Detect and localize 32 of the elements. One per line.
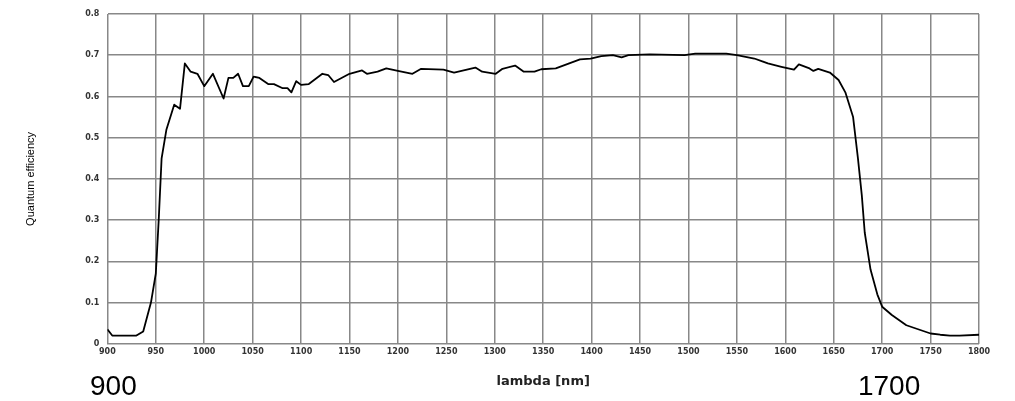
y-tick-label: 0.3	[85, 215, 100, 225]
x-tick-label: 1750	[919, 346, 943, 356]
text: 900	[90, 369, 137, 401]
x-tick-label: 1700	[871, 346, 894, 356]
x-tick-label: 900	[99, 346, 117, 356]
y-tick-label: 0.5	[85, 132, 100, 142]
x-tick-label: 1800	[967, 346, 991, 356]
x-tick-label: 1000	[193, 346, 216, 356]
y-tick-label: 0.4	[85, 173, 100, 183]
x-tick-label: 1400	[580, 346, 604, 356]
x-tick-label: 950	[147, 346, 165, 356]
x-tick-label: 1650	[822, 346, 846, 356]
x-tick-label: 1450	[628, 346, 652, 356]
y-tick-label: 0.8	[85, 9, 100, 19]
x-axis-title: lambda [nm]	[496, 372, 590, 388]
x-tick-label: 1050	[241, 346, 265, 356]
x-tick-label: 1350	[532, 346, 555, 356]
y-tick-label: 0.2	[85, 256, 100, 266]
y-axis-title: Quantum efficiency	[23, 131, 36, 226]
x-tick-label: 1150	[338, 346, 362, 356]
x-tick-label: 1550	[725, 346, 749, 356]
y-tick-label: 0.6	[85, 91, 100, 101]
y-tick-label: 0	[93, 338, 100, 348]
x-tick-label: 1250	[435, 346, 458, 356]
y-tick-label: 0.1	[85, 297, 100, 307]
text: 1700	[857, 369, 921, 401]
x-tick-label: 1100	[289, 346, 313, 356]
x-tick-label: 1200	[386, 346, 410, 356]
x-tick-label: 1500	[677, 346, 701, 356]
x-tick-label: 1300	[483, 346, 507, 356]
x-tick-label: 1600	[774, 346, 797, 356]
y-tick-label: 0.7	[85, 50, 100, 60]
